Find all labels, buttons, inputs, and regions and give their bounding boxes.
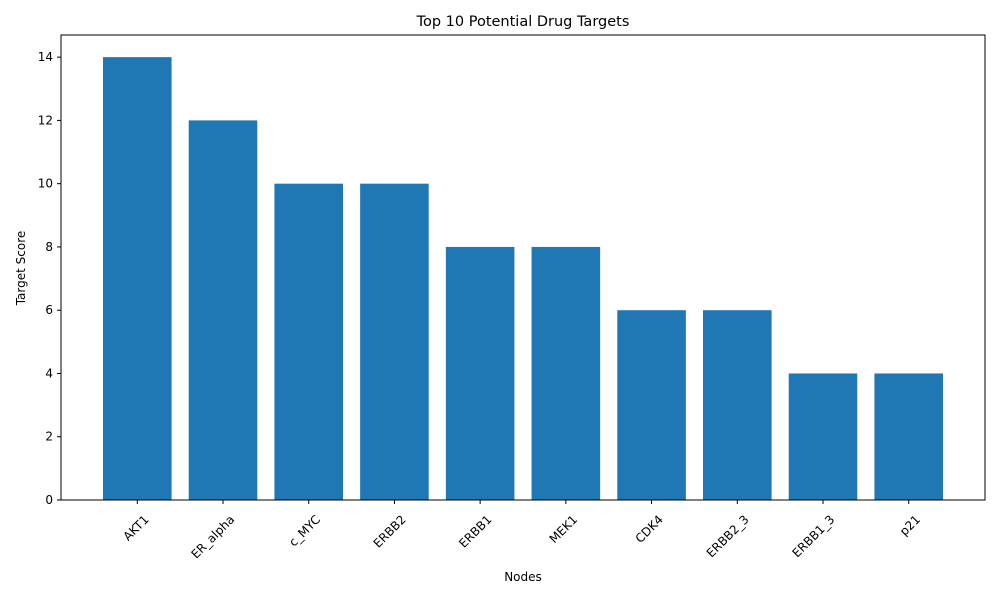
x-axis: AKT1 ER_alpha c_MYC ERBB2 ERBB1 MEK1 CDK4 ERBB2… bbox=[120, 500, 923, 561]
bar-erbb1 bbox=[445, 246, 515, 500]
x-tick-label-erbb2-3: ERBB2_3 bbox=[704, 512, 752, 560]
y-tick-label: 10 bbox=[38, 177, 53, 191]
x-tick-label-cdk4: CDK4 bbox=[633, 512, 666, 545]
bar-p21 bbox=[874, 373, 943, 500]
y-tick-label: 2 bbox=[45, 430, 53, 444]
bar-cdk4 bbox=[617, 310, 686, 500]
bar-mek1 bbox=[531, 246, 601, 500]
bar-c-myc bbox=[274, 183, 343, 500]
x-axis-label: Nodes bbox=[504, 570, 542, 584]
x-tick-label-mek1: MEK1 bbox=[547, 512, 581, 546]
bar-er-alpha bbox=[188, 120, 258, 500]
bars bbox=[103, 57, 943, 501]
y-tick-label: 6 bbox=[45, 303, 53, 317]
y-tick-label: 0 bbox=[45, 493, 53, 507]
y-tick-label: 4 bbox=[45, 366, 53, 380]
y-tick-label: 12 bbox=[38, 113, 53, 127]
y-axis-label: Target Score bbox=[14, 231, 28, 307]
x-tick-label-akt1: AKT1 bbox=[120, 512, 151, 543]
x-tick-label-er-alpha: ER_alpha bbox=[188, 512, 237, 561]
y-tick-label: 14 bbox=[38, 50, 53, 64]
y-tick-label: 8 bbox=[45, 240, 53, 254]
x-tick-label-erbb1-3: ERBB1_3 bbox=[790, 512, 838, 560]
bar-erbb2-3 bbox=[703, 310, 772, 500]
bar-erbb1-3 bbox=[788, 373, 858, 500]
plot-frame bbox=[60, 34, 986, 501]
y-axis: 0 2 4 6 8 10 12 14 bbox=[38, 50, 61, 507]
x-tick-label-erbb1: ERBB1 bbox=[456, 512, 494, 550]
bar-akt1 bbox=[103, 57, 172, 501]
x-tick-label-c-myc: c_MYC bbox=[286, 512, 323, 549]
chart-title: Top 10 Potential Drug Targets bbox=[416, 14, 630, 30]
x-tick-label-erbb2: ERBB2 bbox=[371, 512, 409, 550]
x-tick-label-p21: p21 bbox=[897, 512, 923, 538]
bar-erbb2 bbox=[360, 183, 429, 500]
